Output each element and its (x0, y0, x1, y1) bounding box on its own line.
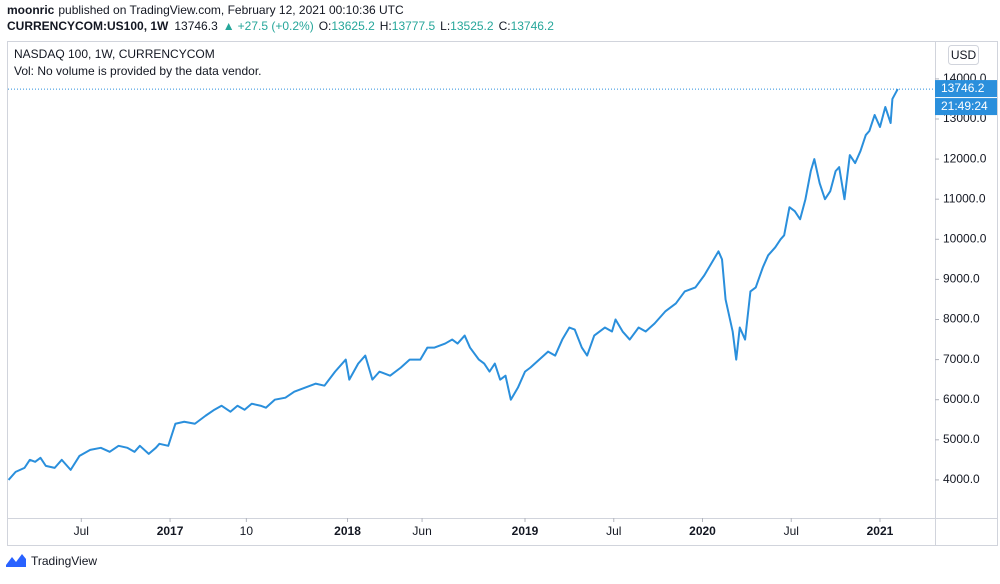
brand-name: TradingView (31, 554, 97, 568)
y-tick-label: 4000.0 (943, 472, 980, 486)
publish-line: moonric published on TradingView.com, Feb… (7, 3, 404, 17)
y-tick-label: 7000.0 (943, 352, 980, 366)
ohlc-value: 13777.5 (392, 19, 436, 33)
x-tick-label: Jun (412, 524, 431, 538)
brand-logo (6, 554, 26, 567)
x-tick-label: 2018 (334, 524, 361, 538)
ohlc-label: L: (440, 19, 450, 33)
up-arrow: ▲ (223, 19, 235, 33)
last-price-box (935, 80, 997, 98)
x-tick-label: 10 (240, 524, 254, 538)
ohlc-label: C: (499, 19, 511, 33)
published: published on TradingView.com, February 1… (58, 3, 404, 17)
ohlc-value: 13525.2 (450, 19, 494, 33)
chart-legend-title: NASDAQ 100, 1W, CURRENCYCOM (14, 47, 215, 61)
y-tick-label: 8000.0 (943, 312, 980, 326)
x-tick-label: Jul (74, 524, 89, 538)
y-tick-label: 6000.0 (943, 392, 980, 406)
last: 13746.3 (174, 19, 218, 33)
currency-button[interactable] (948, 45, 979, 65)
countdown-box (935, 98, 997, 116)
ohlc-value: 13746.2 (511, 19, 555, 33)
y-tick-label: 9000.0 (943, 272, 980, 286)
ohlc-label: H: (380, 19, 392, 33)
y-tick-label: 5000.0 (943, 432, 980, 446)
symbol-line: CURRENCYCOM:US100, 1W 13746.3 ▲ +27.5 (+0.2… (7, 19, 554, 33)
change: +27.5 (+0.2%) (238, 19, 314, 33)
y-tick-label: 10000.0 (943, 231, 987, 245)
countdown-label: 21:49:24 (941, 99, 988, 113)
chart-legend-volume: Vol: No volume is provided by the data v… (14, 64, 261, 78)
y-tick-label: 11000.0 (943, 191, 986, 205)
x-tick-label: Jul (606, 524, 621, 538)
x-tick-label: Jul (784, 524, 799, 538)
x-tick-label: 2019 (512, 524, 539, 538)
author: moonric (7, 3, 55, 17)
x-tick-label: 2017 (157, 524, 184, 538)
symbol: CURRENCYCOM:US100, 1W (7, 19, 169, 33)
ohlc-value: 13625.2 (331, 19, 375, 33)
chart-frame (7, 41, 998, 546)
y-tick-label: 12000.0 (943, 151, 987, 165)
x-tick-label: 2021 (867, 524, 894, 538)
last-price-label: 13746.2 (941, 81, 985, 95)
price-line (7, 88, 899, 481)
x-tick-label: 2020 (689, 524, 716, 538)
currency-label[interactable]: USD (951, 48, 977, 62)
ohlc-label: O: (319, 19, 332, 33)
